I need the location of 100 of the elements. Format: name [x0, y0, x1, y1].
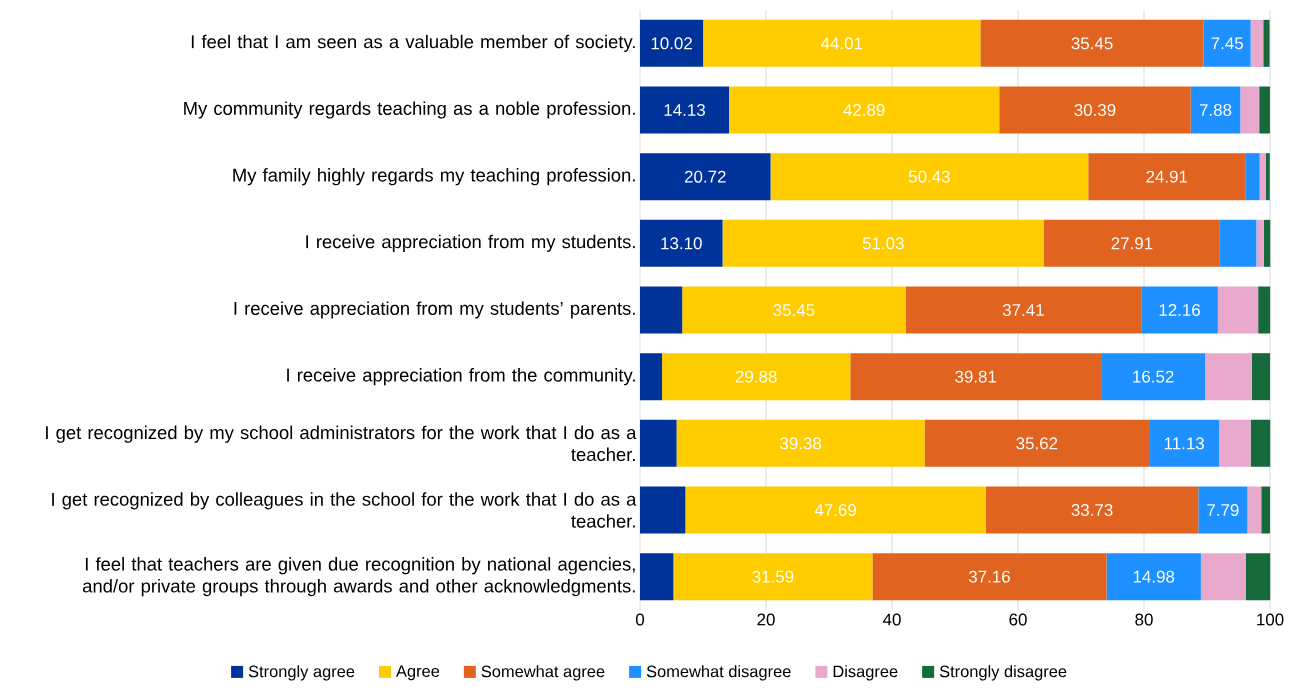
legend-label: Disagree [833, 665, 898, 681]
bar [1240, 86, 1260, 134]
bar [640, 19, 704, 67]
data-label: 47.69 [814, 504, 856, 516]
bar [729, 86, 1000, 134]
bar [1263, 19, 1270, 67]
data-label: 35.45 [773, 304, 815, 316]
bar [1088, 153, 1246, 201]
data-label: 35.62 [1016, 437, 1058, 450]
y-tick-label: I get recognized by my school administrators for the work that I do as a teacher. [46, 425, 637, 462]
data-label: 33.73 [1071, 504, 1113, 516]
data-label: 30.39 [1074, 104, 1116, 116]
data-label: 10.02 [651, 37, 692, 50]
bar [1245, 553, 1271, 601]
bar [640, 153, 771, 201]
legend-label: Agree [396, 665, 440, 681]
bar [703, 19, 981, 67]
bar [1250, 419, 1271, 467]
data-label: 39.81 [955, 370, 997, 383]
data-label: 27.91 [1111, 237, 1153, 250]
data-label: 7.79 [1207, 504, 1239, 516]
data-label: 11.13 [1164, 437, 1204, 450]
bar [640, 419, 677, 467]
legend-label: Strongly disagree [939, 665, 1067, 681]
x-tick-label: 100 [1257, 613, 1284, 626]
data-label: 7.45 [1211, 37, 1243, 50]
x-tick-label: 0 [635, 613, 645, 626]
data-label: 51.03 [862, 237, 904, 250]
y-tick-label: I get recognized by colleagues in the school for the work that I do as a teacher. [52, 492, 637, 528]
bar [676, 419, 925, 467]
bar [1256, 219, 1264, 267]
bar [640, 553, 674, 601]
data-label: 39.38 [780, 437, 822, 450]
data-label: 37.41 [1002, 304, 1044, 316]
data-label: 20.72 [684, 170, 726, 183]
x-tick-label: 20 [757, 613, 775, 626]
data-label: 35.45 [1071, 37, 1113, 50]
data-label: 31.59 [752, 570, 794, 583]
bar [1259, 153, 1266, 201]
bar [872, 553, 1107, 601]
y-tick-label: I receive appreciation from my students. [306, 234, 635, 252]
bar [1149, 419, 1220, 467]
bar [1258, 286, 1271, 334]
bar [1259, 86, 1270, 134]
bar [1219, 219, 1257, 267]
bar [682, 286, 906, 334]
bar [1219, 419, 1251, 467]
data-label: 37.16 [968, 570, 1010, 583]
data-label: 50.43 [908, 170, 950, 183]
bar [1250, 19, 1264, 67]
bar [1203, 19, 1251, 67]
bar [1265, 153, 1270, 201]
legend-label: Strongly agree [248, 665, 355, 681]
x-tick-label: 40 [882, 613, 901, 626]
bar [1245, 153, 1260, 201]
bar [1044, 219, 1220, 267]
data-label: 7.88 [1199, 104, 1232, 116]
bar [1141, 286, 1218, 334]
data-label: 14.13 [664, 104, 705, 116]
y-tick-label: I feel that teachers are given due recognition by national agencies, and/or private groups through awards and other acknowledgments. [82, 557, 635, 597]
data-label: 14.98 [1133, 570, 1175, 583]
bar [722, 219, 1045, 267]
legend-label: Somewhat agree [481, 665, 605, 681]
bar [850, 353, 1102, 401]
x-tick-label: 60 [1009, 613, 1027, 626]
data-label: 44.01 [820, 37, 863, 50]
bar [640, 486, 686, 534]
bar [640, 286, 683, 334]
bar [1198, 486, 1248, 534]
y-tick-label: I receive appreciation from my students’ parents. [234, 301, 635, 319]
bar [1251, 353, 1271, 401]
bar [924, 419, 1150, 467]
data-label: 12.16 [1159, 304, 1200, 316]
bar [1261, 486, 1271, 534]
x-tick-label: 80 [1135, 613, 1153, 626]
data-label: 24.91 [1146, 170, 1188, 183]
bar [1263, 219, 1271, 267]
bar [640, 219, 723, 267]
bar [770, 153, 1089, 201]
y-tick-label: I feel that I am seen as a valuable member of society. [191, 34, 635, 52]
bar [640, 353, 663, 401]
data-label: 13.10 [661, 237, 702, 250]
bar [685, 486, 986, 534]
bar [1247, 486, 1262, 534]
data-label: 16.52 [1133, 370, 1174, 383]
bar [1205, 353, 1252, 401]
bar [662, 353, 851, 401]
bar [1101, 353, 1206, 401]
data-label: 29.88 [735, 370, 777, 383]
data-label: 42.89 [843, 104, 885, 116]
bar [640, 86, 730, 134]
bar [1106, 553, 1201, 601]
y-tick-label: My community regards teaching as a noble profession. [184, 101, 635, 119]
bar [985, 486, 1199, 534]
bar [1190, 86, 1241, 134]
bar [905, 286, 1142, 334]
bar [1200, 553, 1246, 601]
bar [980, 19, 1204, 67]
y-tick-label: My family highly regards my teaching profession. [233, 168, 635, 186]
bar [1217, 286, 1259, 334]
